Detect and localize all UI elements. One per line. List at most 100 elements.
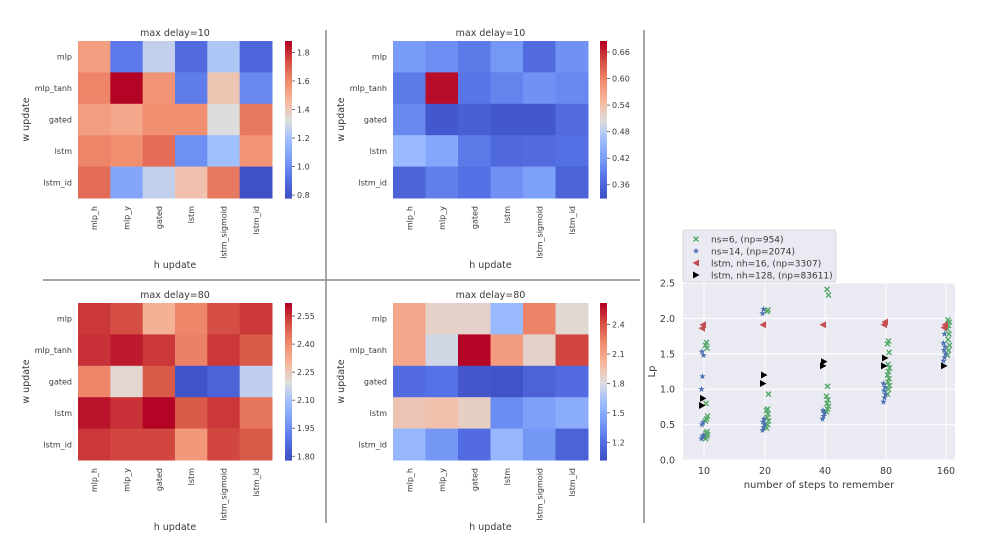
colorbar-segment xyxy=(285,436,292,440)
colorbar-segment xyxy=(600,145,607,149)
colorbar-segment xyxy=(600,397,607,401)
y-tick-label: lstm_id xyxy=(358,440,387,449)
colorbar-segment xyxy=(600,101,607,105)
colorbar-segment xyxy=(600,399,607,404)
colorbar-segment xyxy=(285,122,292,126)
colorbar-segment xyxy=(600,357,607,362)
colorbar-segment xyxy=(600,355,607,359)
colorbar-segment xyxy=(600,106,607,110)
colorbar-segment xyxy=(285,420,292,424)
data-point xyxy=(940,346,948,354)
colorbar-segment xyxy=(285,441,292,445)
data-point xyxy=(765,391,772,398)
colorbar-segment xyxy=(600,444,607,448)
colorbar-segment xyxy=(285,347,292,351)
heatmap-cell xyxy=(458,428,491,461)
y-tick-label: mlp_tanh xyxy=(350,346,387,355)
colorbar-segment xyxy=(600,98,607,102)
heatmap-cell xyxy=(207,103,241,136)
heatmap-cell xyxy=(523,397,556,430)
data-point xyxy=(825,403,832,410)
data-point xyxy=(759,310,766,317)
heatmap-cell xyxy=(78,166,111,199)
heatmap-cell xyxy=(78,397,111,430)
data-point xyxy=(704,345,710,352)
colorbar-tick-label: 0.36 xyxy=(612,181,630,190)
heatmap-cell xyxy=(78,41,111,73)
colorbar-segment xyxy=(600,67,607,71)
heatmap-cell xyxy=(393,41,426,73)
colorbar-segment xyxy=(600,308,607,312)
colorbar-segment xyxy=(285,156,292,160)
colorbar-tick-label: 1.8 xyxy=(297,48,310,57)
colorbar-segment xyxy=(600,174,607,178)
data-point xyxy=(819,407,827,414)
colorbar-tick-label: 1.2 xyxy=(297,134,310,143)
colorbar-segment xyxy=(285,399,292,404)
colorbar-segment xyxy=(285,158,292,162)
heatmap-cell xyxy=(555,397,589,430)
colorbar-segment xyxy=(285,129,292,134)
colorbar-segment xyxy=(285,192,292,196)
y-tick-label: 2.5 xyxy=(660,279,675,290)
heatmap-cell xyxy=(207,428,241,461)
colorbar-segment xyxy=(285,303,292,307)
heatmap-cell xyxy=(207,41,241,73)
data-point xyxy=(704,413,711,420)
x-tick-label: mlp_h xyxy=(90,468,99,492)
heatmap-cell xyxy=(175,428,208,461)
y-tick-label: mlp xyxy=(57,53,72,62)
x-axis-label: number of steps to remember xyxy=(744,480,895,491)
colorbar-tick-label: 1.2 xyxy=(612,438,625,447)
x-tick-label: lstm xyxy=(503,206,512,224)
data-point xyxy=(946,342,953,349)
y-tick-label: 0.5 xyxy=(660,420,675,431)
heatmap-2: max delay=10mlpmlp_tanhgatedlstmlstm_idm… xyxy=(336,28,630,271)
colorbar-segment xyxy=(600,109,607,113)
legend-label: ns=6, (np=954) xyxy=(711,236,784,246)
y-tick-label: 1.5 xyxy=(660,349,675,360)
colorbar: 0.8 1.0 1.2 1.4 1.6 1.8 xyxy=(285,41,310,200)
x-tick-label: gated xyxy=(155,468,164,491)
colorbar-segment xyxy=(600,61,607,66)
colorbar-segment xyxy=(600,318,607,322)
colorbar-segment xyxy=(285,331,292,335)
x-tick-label: gated xyxy=(470,468,479,491)
heatmap-cell xyxy=(555,166,589,199)
colorbar-segment xyxy=(285,323,292,328)
heatmap-cell xyxy=(239,365,273,398)
data-point xyxy=(825,396,831,403)
heatmap-cell xyxy=(393,365,426,398)
colorbar-tick-label: 2.25 xyxy=(297,368,315,377)
data-point xyxy=(759,426,766,434)
y-tick-label: lstm xyxy=(55,147,73,156)
colorbar-segment xyxy=(600,391,607,396)
heatmap-cell xyxy=(425,428,459,461)
colorbar-segment xyxy=(285,389,292,393)
heatmap-cell xyxy=(393,72,426,105)
x-axis-label: h update xyxy=(469,260,512,271)
x-tick-label: 80 xyxy=(880,466,892,477)
colorbar-segment xyxy=(285,88,292,92)
heatmap-cell xyxy=(78,428,111,461)
colorbar-segment xyxy=(285,171,292,176)
colorbar-tick-label: 0.54 xyxy=(612,101,630,110)
colorbar-segment xyxy=(600,384,607,388)
colorbar-segment xyxy=(285,444,292,448)
data-point xyxy=(821,409,828,417)
heatmap-cell xyxy=(110,303,144,335)
y-tick-label: lstm xyxy=(55,409,73,418)
heatmap-cell xyxy=(490,72,524,105)
heatmap-cell xyxy=(78,334,111,367)
heatmap-cell xyxy=(523,41,556,73)
colorbar-segment xyxy=(600,326,607,330)
colorbar-segment xyxy=(600,158,607,162)
data-point xyxy=(941,330,948,337)
colorbar-segment xyxy=(285,352,292,356)
data-point xyxy=(760,424,767,431)
x-tick-label: mlp_h xyxy=(90,206,99,230)
colorbar-segment xyxy=(600,454,607,458)
x-axis-label: h update xyxy=(469,522,512,533)
colorbar-segment xyxy=(600,114,607,118)
